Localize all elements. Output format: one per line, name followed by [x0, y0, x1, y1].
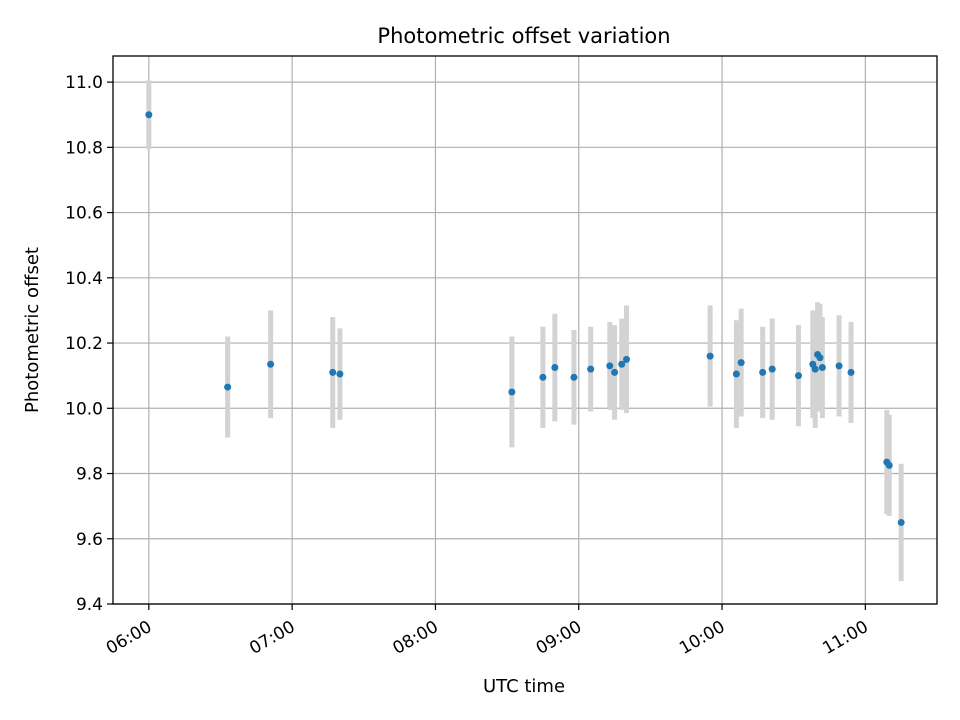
- data-point: [623, 355, 631, 363]
- data-point: [847, 368, 855, 376]
- x-tick-label: 07:00: [246, 617, 298, 659]
- y-tick-label: 9.8: [76, 465, 103, 485]
- data-point: [835, 362, 843, 370]
- data-point: [618, 360, 626, 368]
- x-tick-label: 10:00: [676, 617, 728, 659]
- y-tick-label: 11.0: [65, 73, 103, 93]
- y-tick-label: 10.4: [65, 269, 103, 289]
- data-point: [794, 372, 802, 380]
- data-point: [732, 370, 740, 378]
- y-tick-label: 10.6: [65, 204, 103, 224]
- data-point: [759, 368, 767, 376]
- data-point: [706, 352, 714, 360]
- y-tick-label: 10.8: [65, 138, 103, 158]
- data-point: [818, 364, 826, 372]
- grid-lines: [113, 56, 937, 605]
- data-point: [768, 365, 776, 373]
- data-point: [336, 370, 344, 378]
- data-point: [811, 365, 819, 373]
- data-point: [539, 373, 547, 381]
- y-axis-label: Photometric offset: [22, 247, 43, 413]
- data-point: [551, 364, 559, 372]
- x-tick-label: 09:00: [533, 617, 585, 659]
- chart-title: Photometric offset variation: [377, 24, 670, 48]
- y-tick-label: 9.6: [76, 530, 103, 550]
- y-axis-ticks: 9.4 9.6 9.8 10.0 10.2 10.4 10.6 10.8 11.0: [65, 73, 113, 615]
- data-point: [816, 354, 824, 362]
- y-tick-label: 10.0: [65, 399, 103, 419]
- data-point: [737, 359, 745, 367]
- data-point: [267, 360, 275, 368]
- y-tick-label: 9.4: [76, 595, 103, 615]
- data-point: [897, 518, 905, 526]
- data-point: [611, 368, 619, 376]
- data-point: [329, 368, 337, 376]
- data-point: [587, 365, 595, 373]
- error-bars: [146, 80, 904, 582]
- data-point: [145, 111, 153, 119]
- x-tick-label: 08:00: [389, 617, 441, 659]
- x-tick-label: 11:00: [819, 617, 871, 659]
- data-points: [145, 111, 905, 526]
- plot-frame: [112, 55, 938, 605]
- data-point: [224, 383, 232, 391]
- data-point: [570, 373, 578, 381]
- x-tick-label: 06:00: [103, 617, 155, 659]
- data-point: [885, 461, 893, 469]
- x-axis-ticks: 06:00 07:00 08:00 09:00 10:00 11:00: [103, 604, 872, 659]
- data-point: [606, 362, 614, 370]
- y-tick-label: 10.2: [65, 334, 103, 354]
- data-point: [508, 388, 516, 396]
- x-axis-label: UTC time: [483, 676, 565, 697]
